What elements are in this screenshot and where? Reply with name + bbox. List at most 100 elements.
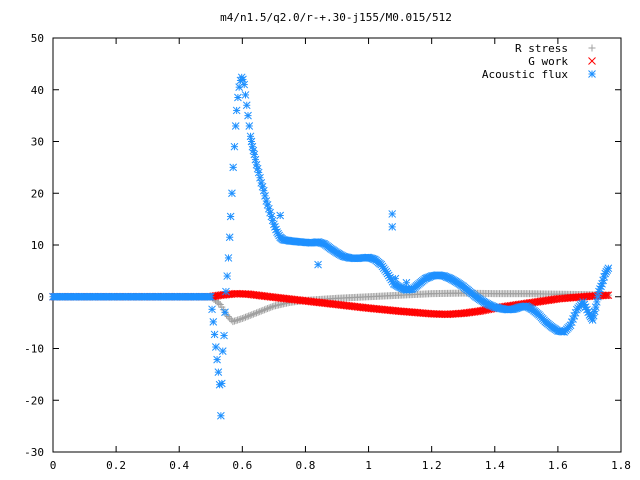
data-point (234, 93, 242, 102)
data-point (476, 307, 485, 315)
chart-title: m4/n1.5/q2.0/r-+.30-j155/M0.015/512 (220, 11, 452, 24)
data-point (224, 313, 232, 321)
data-point (218, 347, 227, 355)
data-point (245, 312, 253, 320)
data-point (256, 173, 264, 182)
data-point (232, 106, 241, 115)
legend-label: Acoustic flux (482, 68, 568, 81)
data-point (388, 210, 397, 218)
data-point (592, 298, 601, 306)
y-tick-label: 40 (31, 84, 44, 97)
data-point (247, 137, 256, 146)
data-point (244, 111, 252, 120)
data-point (251, 310, 259, 318)
data-point (268, 303, 276, 311)
data-point (262, 305, 270, 313)
legend-marker (588, 44, 596, 52)
y-tick-label: 50 (31, 32, 44, 45)
data-point (235, 316, 243, 324)
data-point (209, 318, 218, 326)
data-point (228, 189, 236, 198)
data-point (213, 355, 221, 364)
data-point (475, 307, 483, 316)
data-point (230, 142, 239, 151)
data-point (214, 368, 223, 377)
data-point (478, 306, 487, 315)
data-point (242, 101, 251, 110)
y-tick-label: 30 (31, 136, 44, 149)
data-point (220, 331, 228, 340)
data-point (257, 307, 265, 315)
y-tick-label: -20 (24, 394, 44, 407)
data-point (314, 260, 322, 269)
data-point (254, 168, 263, 177)
data-point (265, 304, 273, 312)
data-point (246, 311, 254, 319)
data-point (256, 308, 264, 316)
data-point (473, 307, 482, 316)
data-point (604, 264, 613, 273)
data-point (604, 291, 613, 300)
x-tick-label: 1.6 (548, 459, 568, 472)
data-point (602, 291, 611, 300)
data-point (229, 163, 238, 172)
data-point (240, 314, 248, 322)
data-point (253, 309, 261, 317)
plot-frame (52, 37, 622, 453)
x-tick-label: 1 (365, 459, 372, 472)
data-point (217, 411, 225, 420)
legend-label: R stress (515, 42, 568, 55)
data-point (232, 317, 240, 325)
legend-label: G work (528, 55, 568, 68)
axis-ticks: 0 0.2 0.4 0.6 0.8 1 1.2 1.4 1.6 1.8 -30 -20 -10 0 10 20… (24, 32, 631, 472)
x-tick-label: 1.8 (611, 459, 631, 472)
data-point (208, 305, 216, 314)
data-point (591, 303, 600, 311)
data-point (241, 313, 249, 321)
data-point (210, 330, 219, 339)
data-point (260, 306, 268, 314)
y-tick-label: -30 (24, 446, 44, 459)
data-point (234, 316, 242, 324)
data-point (251, 155, 260, 164)
data-point (239, 75, 247, 84)
data-point (227, 316, 235, 324)
data-point (259, 306, 267, 314)
x-tick-label: 1.2 (422, 459, 442, 472)
y-tick-label: 10 (31, 239, 44, 252)
x-tick-label: 0.2 (106, 459, 126, 472)
data-point (402, 278, 411, 287)
legend-marker (588, 57, 596, 65)
data-point (601, 291, 610, 300)
data-point (215, 299, 223, 307)
data-point (226, 212, 235, 221)
x-tick-label: 0.8 (296, 459, 316, 472)
data-point (245, 122, 254, 130)
x-tick-label: 0 (50, 459, 57, 472)
data-point (261, 191, 269, 200)
data-point (221, 308, 229, 317)
data-point (224, 254, 233, 262)
y-tick-label: 20 (31, 187, 44, 200)
data-point (479, 306, 488, 315)
data-point (259, 186, 268, 195)
y-tick-label: 0 (37, 291, 44, 304)
data-point (222, 287, 230, 296)
legend-marker (588, 70, 596, 78)
data-point (217, 379, 226, 388)
data-point (250, 150, 259, 159)
y-tick-label: -10 (24, 343, 44, 356)
data-point (594, 292, 602, 301)
data-point (391, 274, 400, 283)
x-tick-label: 0.6 (232, 459, 252, 472)
x-tick-label: 1.4 (485, 459, 505, 472)
data-point (225, 233, 234, 242)
data-point (211, 343, 220, 351)
data-point (276, 211, 285, 220)
data-point (237, 315, 245, 323)
data-point (226, 314, 234, 322)
data-point (206, 292, 215, 301)
data-point (243, 313, 251, 321)
data-point (241, 91, 250, 99)
